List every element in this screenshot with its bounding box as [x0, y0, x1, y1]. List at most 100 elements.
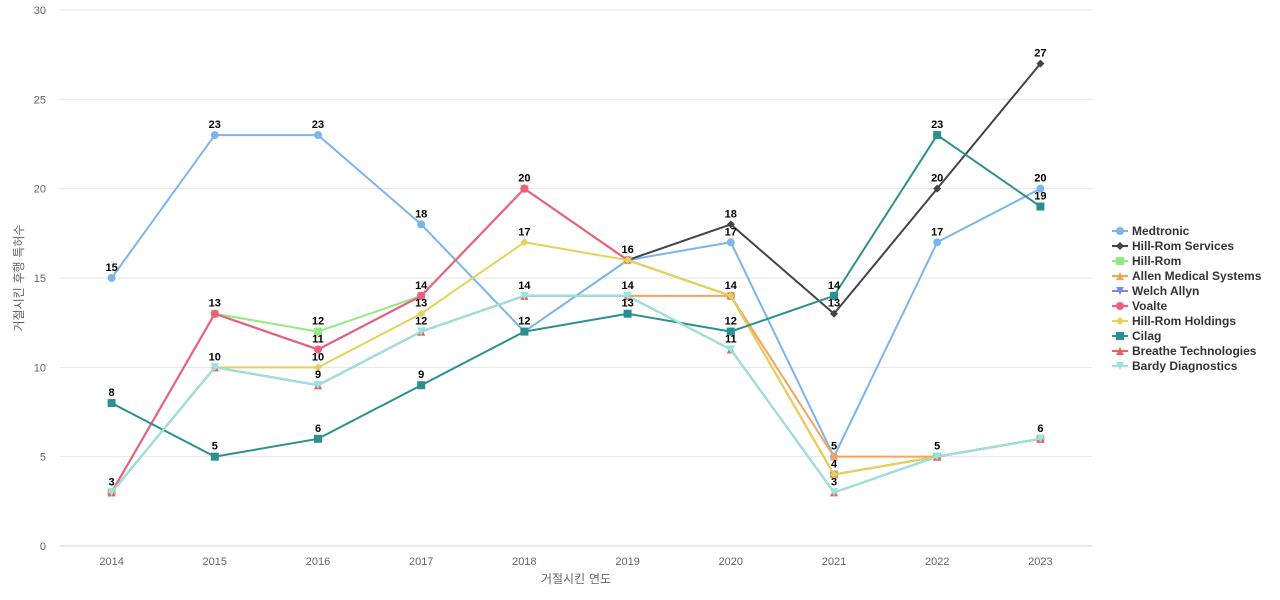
- data-label: 6: [1037, 423, 1043, 435]
- data-point: [520, 291, 529, 300]
- y-tick-label: 20: [34, 184, 46, 196]
- legend-item[interactable]: Medtronic: [1112, 224, 1190, 238]
- series-line: [110, 187, 1042, 494]
- data-point: [314, 327, 322, 336]
- data-point: [1036, 434, 1045, 443]
- series-line: [110, 134, 1042, 458]
- x-tick-label: 2023: [1028, 556, 1052, 568]
- legend-item[interactable]: Bardy Diagnostics: [1112, 359, 1238, 373]
- data-label: 9: [315, 369, 321, 381]
- series-voalte: [107, 184, 1045, 497]
- data-label: 20: [518, 173, 530, 185]
- legend-item[interactable]: Cilag: [1112, 329, 1161, 343]
- data-label: 13: [828, 298, 840, 310]
- legend-label: Allen Medical Systems: [1132, 269, 1262, 283]
- series-group: [107, 59, 1045, 497]
- data-label: 18: [725, 208, 737, 220]
- legend-label: Breathe Technologies: [1132, 344, 1257, 358]
- y-tick-label: 10: [34, 362, 46, 374]
- data-point: [933, 131, 942, 140]
- x-tick-label: 2017: [409, 556, 433, 568]
- data-label: 27: [1034, 48, 1046, 60]
- legend-item[interactable]: Welch Allyn: [1112, 284, 1199, 298]
- y-tick-label: 30: [34, 5, 46, 17]
- x-tick-label: 2018: [512, 556, 536, 568]
- series-bardy-diagnostics: [107, 291, 1045, 497]
- data-label: 13: [415, 298, 427, 310]
- data-point: [314, 434, 322, 443]
- y-tick-label: 5: [40, 452, 46, 464]
- x-tick-label: 2014: [99, 556, 123, 568]
- data-label: 17: [725, 226, 737, 238]
- legend-marker: [1116, 332, 1124, 340]
- legend-label: Voalte: [1132, 299, 1167, 313]
- data-label: 15: [105, 262, 117, 274]
- data-label: 12: [415, 316, 427, 328]
- x-tick-label: 2022: [925, 556, 949, 568]
- legend-label: Cilag: [1132, 329, 1161, 343]
- data-label: 6: [315, 423, 321, 435]
- data-labels: 15 23 23 18 17 17 20 18 13 20 27 12 14 5 13 11 14 20 10 13 1…: [105, 48, 1046, 489]
- data-point: [623, 256, 632, 265]
- data-point: [933, 452, 942, 461]
- data-label: 12: [518, 316, 530, 328]
- data-label: 16: [621, 244, 633, 256]
- legend-label: Hill-Rom: [1132, 254, 1181, 268]
- data-point: [314, 131, 322, 140]
- data-label: 8: [109, 387, 115, 399]
- data-point: [417, 291, 426, 300]
- data-point: [830, 488, 838, 497]
- data-label: 23: [209, 119, 221, 131]
- data-label: 14: [725, 280, 738, 292]
- x-tick-label: 2019: [615, 556, 639, 568]
- data-label: 19: [1034, 191, 1046, 203]
- legend-item[interactable]: Voalte: [1112, 299, 1167, 313]
- data-point: [933, 184, 942, 193]
- data-point: [623, 309, 632, 318]
- data-point: [726, 345, 735, 354]
- x-tick-label: 2015: [203, 556, 227, 568]
- data-point: [210, 363, 219, 372]
- data-label: 9: [418, 369, 424, 381]
- data-point: [520, 184, 529, 193]
- data-point: [726, 238, 735, 247]
- data-point: [726, 327, 735, 336]
- series-cilag: [107, 131, 1045, 461]
- y-tick-label: 25: [34, 94, 46, 106]
- data-label: 17: [931, 226, 943, 238]
- legend-item[interactable]: Hill-Rom Services: [1112, 239, 1234, 253]
- legend-item[interactable]: Breathe Technologies: [1112, 344, 1257, 358]
- series-line: [110, 241, 1042, 494]
- series-line: [110, 187, 1042, 494]
- data-point: [107, 274, 116, 282]
- data-label: 10: [209, 351, 221, 363]
- data-point: [830, 291, 838, 300]
- data-label: 10: [312, 351, 324, 363]
- legend-item[interactable]: Hill-Rom: [1112, 254, 1181, 268]
- x-tick-label: 2016: [306, 556, 330, 568]
- legend-item[interactable]: Allen Medical Systems: [1112, 269, 1262, 283]
- y-axis-ticks: 0 5 10 15 20 25 30: [34, 5, 46, 553]
- y-tick-label: 15: [34, 273, 46, 285]
- data-label: 13: [621, 298, 633, 310]
- x-axis-ticks: 2014 2015 2016 2017 2018 2019 2020 2021 2022 2023: [99, 556, 1052, 568]
- y-axis-title: 거절시킨 후행 특허수: [11, 225, 26, 332]
- data-point: [726, 291, 735, 300]
- data-label: 5: [934, 441, 940, 453]
- legend-marker: [1116, 362, 1124, 370]
- data-point: [830, 452, 838, 461]
- data-label: 14: [621, 280, 634, 292]
- data-point: [417, 381, 426, 390]
- data-label: 12: [725, 316, 737, 328]
- data-point: [417, 327, 426, 336]
- data-label: 17: [518, 226, 530, 238]
- legend-marker: [1116, 227, 1124, 235]
- legend-marker: [1116, 287, 1124, 295]
- data-label: 11: [725, 333, 737, 345]
- data-point: [1036, 184, 1045, 193]
- legend-item[interactable]: Hill-Rom Holdings: [1112, 314, 1236, 328]
- data-label: 14: [415, 280, 428, 292]
- data-label: 4: [831, 459, 838, 471]
